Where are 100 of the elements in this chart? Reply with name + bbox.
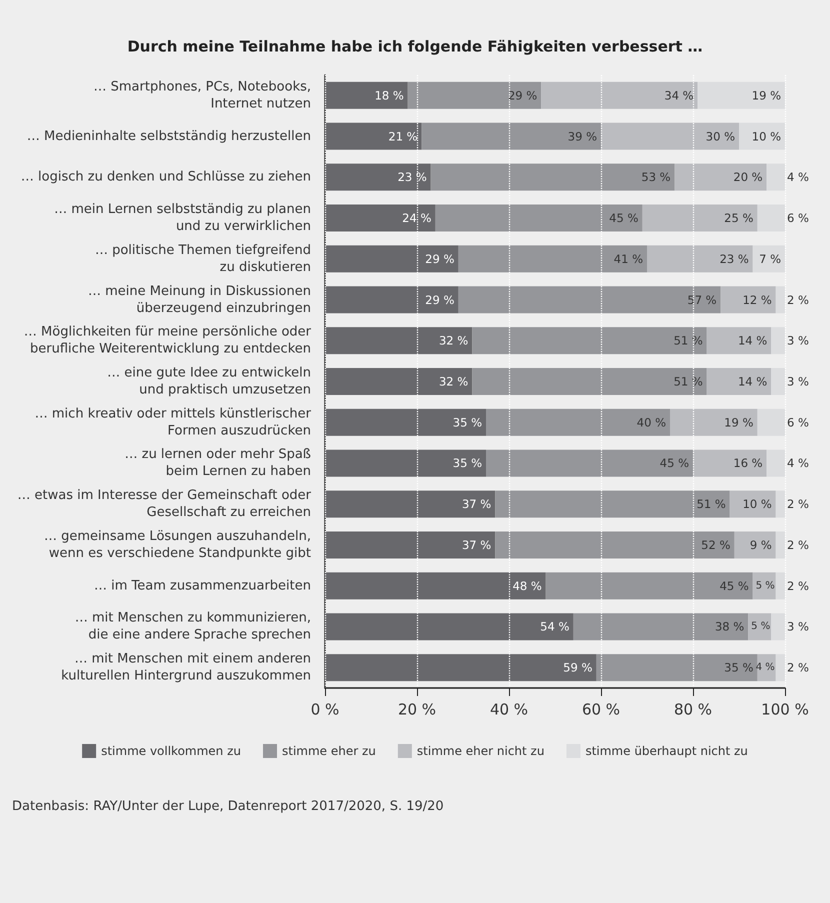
data-label: 18 % xyxy=(374,88,404,102)
bar xyxy=(776,531,785,558)
bar xyxy=(486,450,693,477)
bar xyxy=(325,122,422,150)
bar xyxy=(472,327,707,354)
data-label: 3 % xyxy=(787,374,809,388)
data-label: 52 % xyxy=(701,538,730,552)
bar xyxy=(325,613,574,640)
data-label: 35 % xyxy=(724,660,754,675)
bar xyxy=(546,572,753,600)
bar xyxy=(458,245,647,272)
bar xyxy=(422,122,601,150)
data-label: 6 % xyxy=(787,211,809,226)
data-label: 23 % xyxy=(720,252,749,266)
bar xyxy=(495,531,734,558)
legend-label: stimme eher nicht zu xyxy=(416,744,544,758)
y-tick-label: … Möglichkeiten für meine persönliche oder berufliche Weiterentwicklung zu entdecken xyxy=(24,324,312,357)
y-tick-label: … im Team zusammenzuarbeiten xyxy=(94,578,311,594)
bar xyxy=(541,82,698,109)
x-tick-label: 20 % xyxy=(398,700,436,718)
bar xyxy=(670,408,758,436)
bar xyxy=(730,490,776,518)
bar xyxy=(573,613,748,640)
bar xyxy=(739,122,785,150)
bar xyxy=(674,164,767,191)
bar xyxy=(325,286,458,314)
data-label: 5 % xyxy=(751,621,770,632)
bar xyxy=(757,204,785,232)
bar xyxy=(748,613,772,640)
bar xyxy=(776,286,785,314)
bar xyxy=(706,327,772,354)
data-label: 14 % xyxy=(738,334,768,348)
bar xyxy=(408,82,542,109)
data-label: 24 % xyxy=(402,211,432,226)
bar xyxy=(325,450,486,477)
bar xyxy=(706,368,772,395)
data-label: 19 % xyxy=(752,88,782,102)
bar xyxy=(720,286,776,314)
bar xyxy=(430,164,675,191)
data-label: 10 % xyxy=(742,497,772,512)
bar xyxy=(325,531,496,558)
bar xyxy=(752,245,785,272)
bar xyxy=(776,572,785,600)
data-label: 6 % xyxy=(787,415,809,430)
bar xyxy=(693,450,767,477)
bar xyxy=(435,204,642,232)
data-label: 32 % xyxy=(438,334,468,348)
bar xyxy=(776,654,785,682)
bar xyxy=(325,204,436,232)
bar xyxy=(601,122,739,150)
data-label: 10 % xyxy=(752,129,782,144)
data-label: 39 % xyxy=(568,129,598,144)
data-label: 40 % xyxy=(636,415,666,430)
bar xyxy=(325,164,431,191)
data-label: 2 % xyxy=(787,497,809,512)
data-label: 30 % xyxy=(706,129,736,144)
y-tick-label: … mit Menschen zu kommunizieren, die eine andere Sprache sprechen xyxy=(74,610,311,643)
bar xyxy=(472,368,707,395)
bar xyxy=(734,531,776,558)
bar xyxy=(642,204,758,232)
x-tick-label: 0 % xyxy=(310,700,340,718)
data-label: 35 % xyxy=(452,415,482,430)
data-label: 45 % xyxy=(609,211,638,226)
data-label: 14 % xyxy=(738,374,768,388)
data-label: 9 % xyxy=(750,538,772,552)
bar xyxy=(771,327,785,354)
data-label: 2 % xyxy=(787,292,809,307)
data-label: 25 % xyxy=(724,211,754,226)
legend-label: stimme vollkommen zu xyxy=(101,744,242,758)
data-label: 51 % xyxy=(696,497,726,512)
bar xyxy=(771,613,785,640)
data-label: 29 % xyxy=(508,88,538,102)
y-tick-label: … Medieninhalte selbstständig herzustellen xyxy=(26,128,311,144)
data-label: 21 % xyxy=(388,129,418,144)
data-label: 45 % xyxy=(720,578,749,593)
data-label: 34 % xyxy=(664,88,694,102)
bar xyxy=(647,245,753,272)
data-label: 57 % xyxy=(687,292,717,307)
data-label: 38 % xyxy=(714,620,744,634)
bar xyxy=(325,327,472,354)
x-tick-label: 40 % xyxy=(490,700,528,718)
data-label: 53 % xyxy=(641,170,671,184)
data-label: 35 % xyxy=(452,456,482,470)
bar xyxy=(325,408,486,436)
bar xyxy=(325,654,596,682)
data-label: 7 % xyxy=(759,252,782,266)
x-tick-label: 80 % xyxy=(674,700,712,718)
data-label: 2 % xyxy=(787,660,809,675)
data-label: 19 % xyxy=(724,415,754,430)
bar xyxy=(325,245,458,272)
data-label: 3 % xyxy=(787,334,809,348)
data-label: 3 % xyxy=(787,620,809,634)
bar xyxy=(766,164,785,191)
data-label: 4 % xyxy=(787,170,809,184)
data-label: 41 % xyxy=(614,252,644,266)
bar xyxy=(766,450,785,477)
data-label: 16 % xyxy=(733,456,763,470)
y-tick-label: … zu lernen oder mehr Spaß beim Lernen zu haben xyxy=(124,447,311,480)
data-label: 29 % xyxy=(425,292,454,307)
y-tick-label: … meine Meinung in Diskussionen überzeugend einzubringen xyxy=(88,284,311,316)
